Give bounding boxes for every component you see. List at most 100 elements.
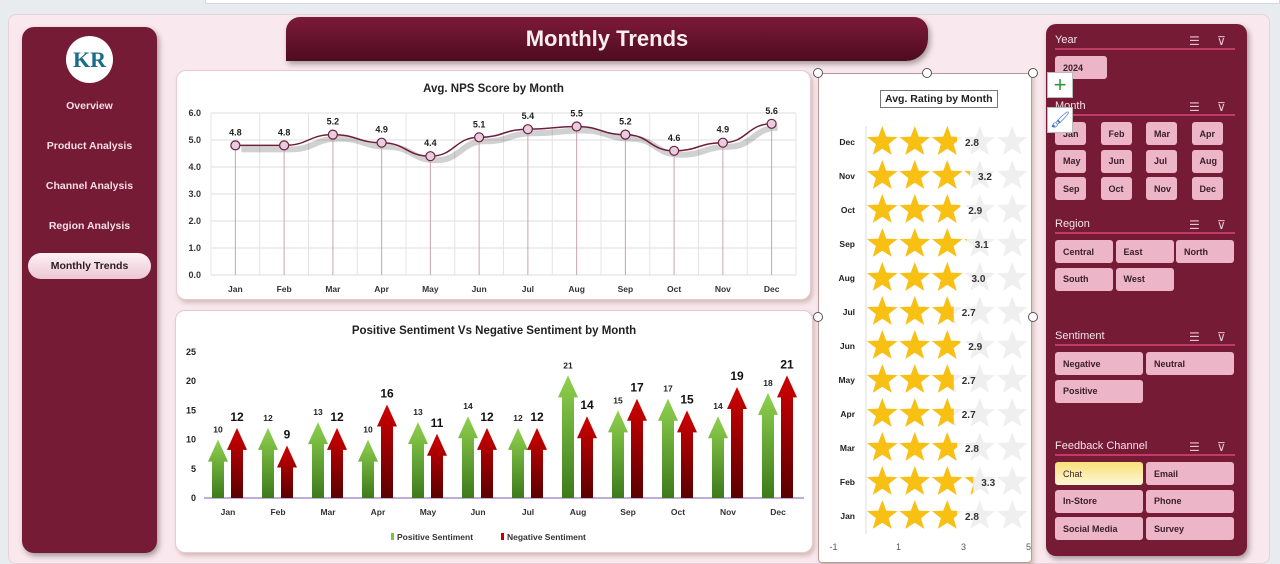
multi-select-icon[interactable]: ☰	[1189, 218, 1200, 232]
slicer-option-mar[interactable]: Mar	[1146, 122, 1177, 145]
sidebar-item-region-analysis[interactable]: Region Analysis	[28, 213, 151, 239]
slicer-option-apr[interactable]: Apr	[1191, 122, 1223, 145]
sidebar-item-overview[interactable]: Overview	[28, 93, 151, 119]
clear-filter-icon[interactable]: ⊽	[1217, 218, 1226, 232]
clear-filter-icon[interactable]: ⊽	[1217, 330, 1226, 344]
filled-star	[867, 398, 898, 427]
slicer-option-west[interactable]: West	[1115, 267, 1174, 291]
slicer-option-in-store[interactable]: In-Store	[1055, 489, 1143, 513]
slicer-option-survey[interactable]: Survey	[1146, 517, 1234, 540]
slicer-option-email[interactable]: Email	[1146, 462, 1234, 485]
empty-star	[997, 160, 1028, 189]
slicer-option-oct[interactable]: Oct	[1100, 177, 1132, 200]
line-shadow	[241, 124, 778, 164]
option-label: Positive	[1063, 386, 1098, 396]
data-label: 21	[563, 360, 573, 370]
nps-chart-card[interactable]: Avg. NPS Score by Month 0.0 1.0 2.0 3.0 4.0 5…	[176, 70, 811, 300]
filled-star	[964, 239, 967, 241]
resize-handle[interactable]	[1028, 68, 1038, 78]
resize-handle[interactable]	[813, 312, 823, 322]
slicer-option-jul[interactable]: Jul	[1146, 149, 1177, 173]
rating-bar	[867, 364, 954, 393]
data-point	[230, 140, 241, 151]
nps-chart: 0.0 1.0 2.0 3.0 4.0 5.0 6.0 4.8 Jan 4.8 Feb 5.2 Mar 4…	[188, 106, 797, 294]
rating-bar	[867, 228, 967, 257]
resize-handle[interactable]	[813, 68, 823, 78]
paintbrush-icon: 🖌	[1049, 112, 1071, 129]
chart-styles-button[interactable]: 🖌	[1047, 107, 1073, 133]
sidebar-item-product-analysis[interactable]: Product Analysis	[28, 133, 151, 159]
option-label: Oct	[1108, 183, 1124, 194]
slicer-option-phone[interactable]: Phone	[1146, 489, 1234, 513]
filled-star	[867, 160, 898, 189]
slicer-option-south[interactable]: South	[1055, 267, 1113, 291]
clear-filter-icon[interactable]: ⊽	[1217, 34, 1226, 48]
slicer-option-feb[interactable]: Feb	[1100, 122, 1132, 145]
filled-star	[899, 194, 930, 223]
y-tick-label: Jun	[840, 341, 855, 351]
sidebar-item-channel-analysis[interactable]: Channel Analysis	[28, 173, 151, 199]
slicer-option-north[interactable]: North	[1176, 240, 1234, 263]
slicer-option-may[interactable]: May	[1055, 149, 1086, 173]
slicer-channel: Feedback Channel ☰ ⊽ Chat Email In-Store Phone…	[1055, 438, 1235, 540]
slicer-option-east[interactable]: East	[1115, 240, 1174, 263]
slicer-option-positive[interactable]: Positive	[1055, 379, 1143, 403]
clear-filter-icon[interactable]: ⊽	[1217, 100, 1226, 114]
multi-select-icon[interactable]: ☰	[1189, 330, 1200, 344]
option-label: Nov	[1154, 183, 1172, 194]
slicer-option-aug[interactable]: Aug	[1191, 149, 1223, 173]
slicer-option-nov[interactable]: Nov	[1146, 177, 1177, 200]
x-tick-label: Feb	[270, 507, 285, 517]
option-label: 2024	[1063, 62, 1084, 73]
empty-star	[964, 364, 995, 393]
data-label: 14	[463, 401, 473, 411]
rating-bar	[867, 296, 954, 325]
option-label: Negative	[1063, 358, 1101, 369]
multi-select-icon[interactable]: ☰	[1189, 34, 1200, 48]
chart-elements-button[interactable]: +	[1047, 72, 1073, 98]
empty-star	[964, 296, 995, 325]
slicer-option-chat[interactable]: Chat	[1055, 462, 1143, 485]
filled-star	[867, 500, 898, 529]
formula-bar[interactable]	[205, 0, 1280, 4]
multi-select-icon[interactable]: ☰	[1189, 440, 1200, 454]
filled-star	[932, 262, 963, 291]
data-label: 3.1	[975, 240, 989, 251]
rating-chart-card[interactable]: Avg. Rating by Month -1 1 3 5 Dec 2.8 Nov 3.2 Oc…	[818, 73, 1032, 563]
slicer-option-jun[interactable]: Jun	[1100, 149, 1132, 173]
slicer-option-dec[interactable]: Dec	[1191, 177, 1223, 200]
y-tick-label: 25	[186, 347, 196, 357]
slicer-option-neutral[interactable]: Neutral	[1146, 352, 1234, 375]
x-tick-label: 5	[1026, 542, 1031, 552]
slicer-option-sep[interactable]: Sep	[1055, 177, 1086, 200]
rating-chart: -1 1 3 5 Dec 2.8 Nov 3.2 Oct 2.9 Sep 3.1 Aug 3.0 Jul 2.…	[829, 126, 1031, 552]
slicer-option-social-media[interactable]: Social Media	[1055, 517, 1143, 540]
x-tick-label: Jan	[228, 284, 243, 294]
slicer-option-negative[interactable]: Negative	[1055, 352, 1143, 375]
clear-filter-icon[interactable]: ⊽	[1217, 440, 1226, 454]
empty-star	[997, 262, 1028, 291]
slicer-option-central[interactable]: Central	[1055, 240, 1113, 263]
filled-star	[867, 432, 898, 461]
multi-select-icon[interactable]: ☰	[1189, 100, 1200, 114]
data-point	[425, 151, 436, 162]
rating-chart-title[interactable]: Avg. Rating by Month	[880, 90, 998, 108]
empty-star	[997, 398, 1028, 427]
data-label: 4.8	[278, 127, 291, 137]
filled-star	[964, 476, 974, 495]
y-tick-label: Apr	[840, 409, 855, 419]
sentiment-chart-card[interactable]: Positive Sentiment Vs Negative Sentiment…	[175, 310, 813, 553]
x-tick-label: May	[420, 507, 437, 517]
resize-handle[interactable]	[1028, 312, 1038, 322]
sidebar-item-monthly-trends[interactable]: Monthly Trends	[28, 253, 151, 279]
resize-handle[interactable]	[922, 68, 932, 78]
data-label: 4.6	[668, 133, 681, 143]
y-tick-label: 5	[191, 464, 196, 474]
x-tick-label: Jan	[221, 507, 236, 517]
data-label: 12	[330, 410, 344, 424]
positive-arrow	[558, 375, 578, 498]
x-tick-label: May	[422, 284, 439, 294]
data-point	[669, 145, 680, 156]
y-tick-label: Mar	[840, 443, 856, 453]
x-tick-label: Apr	[371, 507, 386, 517]
